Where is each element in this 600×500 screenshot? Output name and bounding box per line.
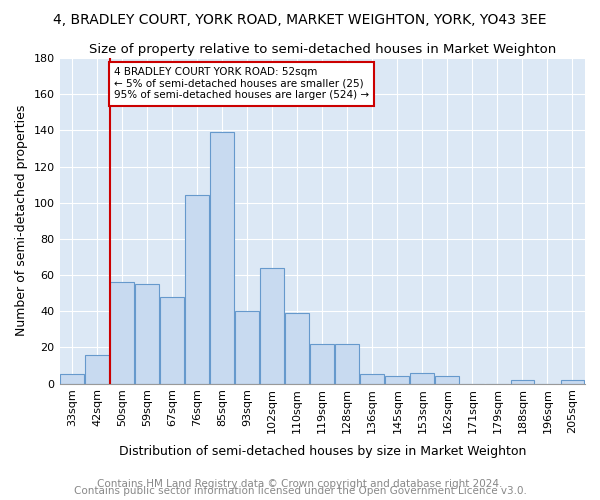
Bar xyxy=(235,311,259,384)
Bar xyxy=(361,374,384,384)
Bar xyxy=(110,282,134,384)
Text: Contains public sector information licensed under the Open Government Licence v3: Contains public sector information licen… xyxy=(74,486,526,496)
Bar xyxy=(511,380,535,384)
Bar xyxy=(436,376,459,384)
Text: Contains HM Land Registry data © Crown copyright and database right 2024.: Contains HM Land Registry data © Crown c… xyxy=(97,479,503,489)
Bar xyxy=(385,376,409,384)
Bar xyxy=(160,296,184,384)
Bar xyxy=(210,132,234,384)
Bar xyxy=(560,380,584,384)
Bar xyxy=(185,196,209,384)
Y-axis label: Number of semi-detached properties: Number of semi-detached properties xyxy=(15,105,28,336)
X-axis label: Distribution of semi-detached houses by size in Market Weighton: Distribution of semi-detached houses by … xyxy=(119,444,526,458)
Bar xyxy=(85,354,109,384)
Bar xyxy=(60,374,84,384)
Bar xyxy=(260,268,284,384)
Bar xyxy=(335,344,359,384)
Title: Size of property relative to semi-detached houses in Market Weighton: Size of property relative to semi-detach… xyxy=(89,42,556,56)
Bar xyxy=(135,284,159,384)
Text: 4, BRADLEY COURT, YORK ROAD, MARKET WEIGHTON, YORK, YO43 3EE: 4, BRADLEY COURT, YORK ROAD, MARKET WEIG… xyxy=(53,12,547,26)
Bar xyxy=(310,344,334,384)
Bar xyxy=(286,313,309,384)
Bar xyxy=(410,372,434,384)
Text: 4 BRADLEY COURT YORK ROAD: 52sqm
← 5% of semi-detached houses are smaller (25)
9: 4 BRADLEY COURT YORK ROAD: 52sqm ← 5% of… xyxy=(114,67,369,100)
